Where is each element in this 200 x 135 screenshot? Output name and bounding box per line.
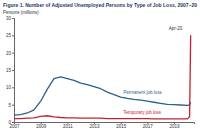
y-tick-mark bbox=[12, 122, 14, 123]
y-axis-line bbox=[12, 19, 15, 123]
y-tick: 30 bbox=[6, 16, 14, 21]
series-line bbox=[14, 35, 191, 119]
chart: Figure 1. Number of Adjusted Unemployed … bbox=[0, 0, 200, 135]
x-tick-label: 2019 bbox=[169, 124, 180, 129]
x-tick-label: 2015 bbox=[116, 124, 127, 129]
y-tick-label: 10 bbox=[6, 85, 12, 90]
y-tick-label: 30 bbox=[6, 16, 12, 21]
x-tick-label: 2013 bbox=[89, 124, 100, 129]
y-tick: 10 bbox=[6, 85, 14, 90]
x-tick: 2009 bbox=[36, 122, 47, 129]
y-tick: 15 bbox=[6, 68, 14, 73]
x-tick: 2007 bbox=[9, 122, 20, 129]
y-tick: 20 bbox=[6, 51, 14, 56]
y-axis-label: Persons (millions) bbox=[3, 10, 39, 15]
y-tick: 5 bbox=[8, 103, 14, 108]
y-tick: 25 bbox=[6, 33, 14, 38]
x-tick: 2013 bbox=[89, 122, 100, 129]
x-tick-label: 2007 bbox=[9, 124, 20, 129]
y-tick-mark bbox=[12, 105, 14, 106]
x-tick-label: 2011 bbox=[63, 124, 73, 129]
x-tick-label: 2017 bbox=[143, 124, 154, 129]
y-tick-mark bbox=[12, 53, 14, 54]
title: Figure 1. Number of Adjusted Unemployed … bbox=[3, 2, 198, 8]
x-tick-label: 2009 bbox=[36, 124, 47, 129]
y-tick-label: 15 bbox=[6, 68, 12, 73]
y-tick-mark bbox=[12, 18, 14, 19]
y-tick-mark bbox=[12, 35, 14, 36]
y-axis: 051015202530 bbox=[6, 16, 15, 125]
series-line bbox=[14, 77, 191, 115]
plot-area bbox=[14, 35, 191, 119]
x-tick: 2019 bbox=[169, 122, 180, 129]
y-tick-mark bbox=[12, 70, 14, 71]
y-tick-label: 20 bbox=[6, 51, 12, 56]
x-tick: 2015 bbox=[116, 122, 127, 129]
series-label: Permanent job loss bbox=[123, 90, 162, 95]
annotations: Permanent job loss Temporary job loss Apr-… bbox=[123, 26, 182, 115]
x-axis: 2007 2009 2011 2013 2015 2017 2019 bbox=[9, 122, 194, 129]
y-tick-mark bbox=[12, 87, 14, 88]
x-tick: 2011 bbox=[63, 122, 73, 129]
annotation: Apr-20 bbox=[169, 26, 183, 31]
series-label: Temporary job loss bbox=[123, 110, 162, 115]
x-tick: 2017 bbox=[143, 122, 154, 129]
y-tick-label: 25 bbox=[6, 33, 12, 38]
y-tick-label: 5 bbox=[8, 103, 11, 108]
